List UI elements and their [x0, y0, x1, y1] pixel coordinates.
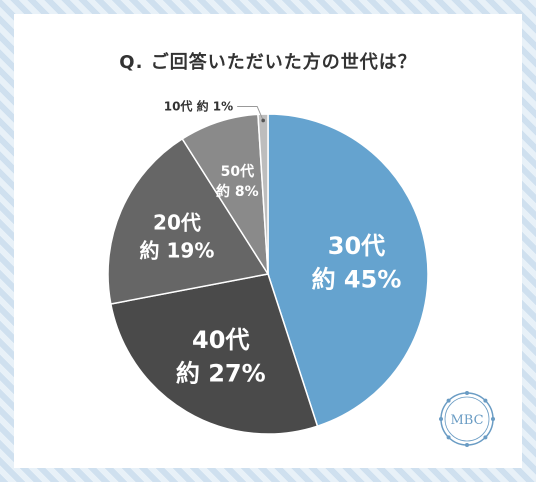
slice-outside-label-10代: 10代 約 1% — [164, 98, 233, 113]
slice-leader-dot-10代 — [261, 118, 265, 123]
slice-value-20代: 約 19% — [140, 239, 215, 263]
slice-label-30代: 30代 — [328, 232, 385, 260]
chart-title-wrap: Q. ご回答いただいた方の世代は？ — [14, 48, 522, 77]
pie-slice-20代 — [107, 137, 270, 305]
slice-label-20代: 20代 — [153, 211, 201, 235]
slice-leader-line-10代 — [237, 105, 264, 121]
slice-value-40代: 約 27% — [176, 359, 266, 387]
slice-value-30代: 約 45% — [312, 266, 402, 294]
slice-value-50代: 約 8% — [216, 183, 259, 200]
pie-slice-10代 — [257, 113, 269, 275]
slice-label-50代: 50代 — [221, 163, 254, 180]
mbc-logo: MBC — [439, 391, 495, 447]
pie-slice-40代 — [109, 273, 319, 435]
slice-label-40代: 40代 — [192, 326, 249, 354]
pie-slice-30代 — [267, 113, 429, 428]
logo-text: MBC — [450, 413, 483, 428]
chart-title: Q. ご回答いただいた方の世代は？ — [105, 48, 432, 77]
